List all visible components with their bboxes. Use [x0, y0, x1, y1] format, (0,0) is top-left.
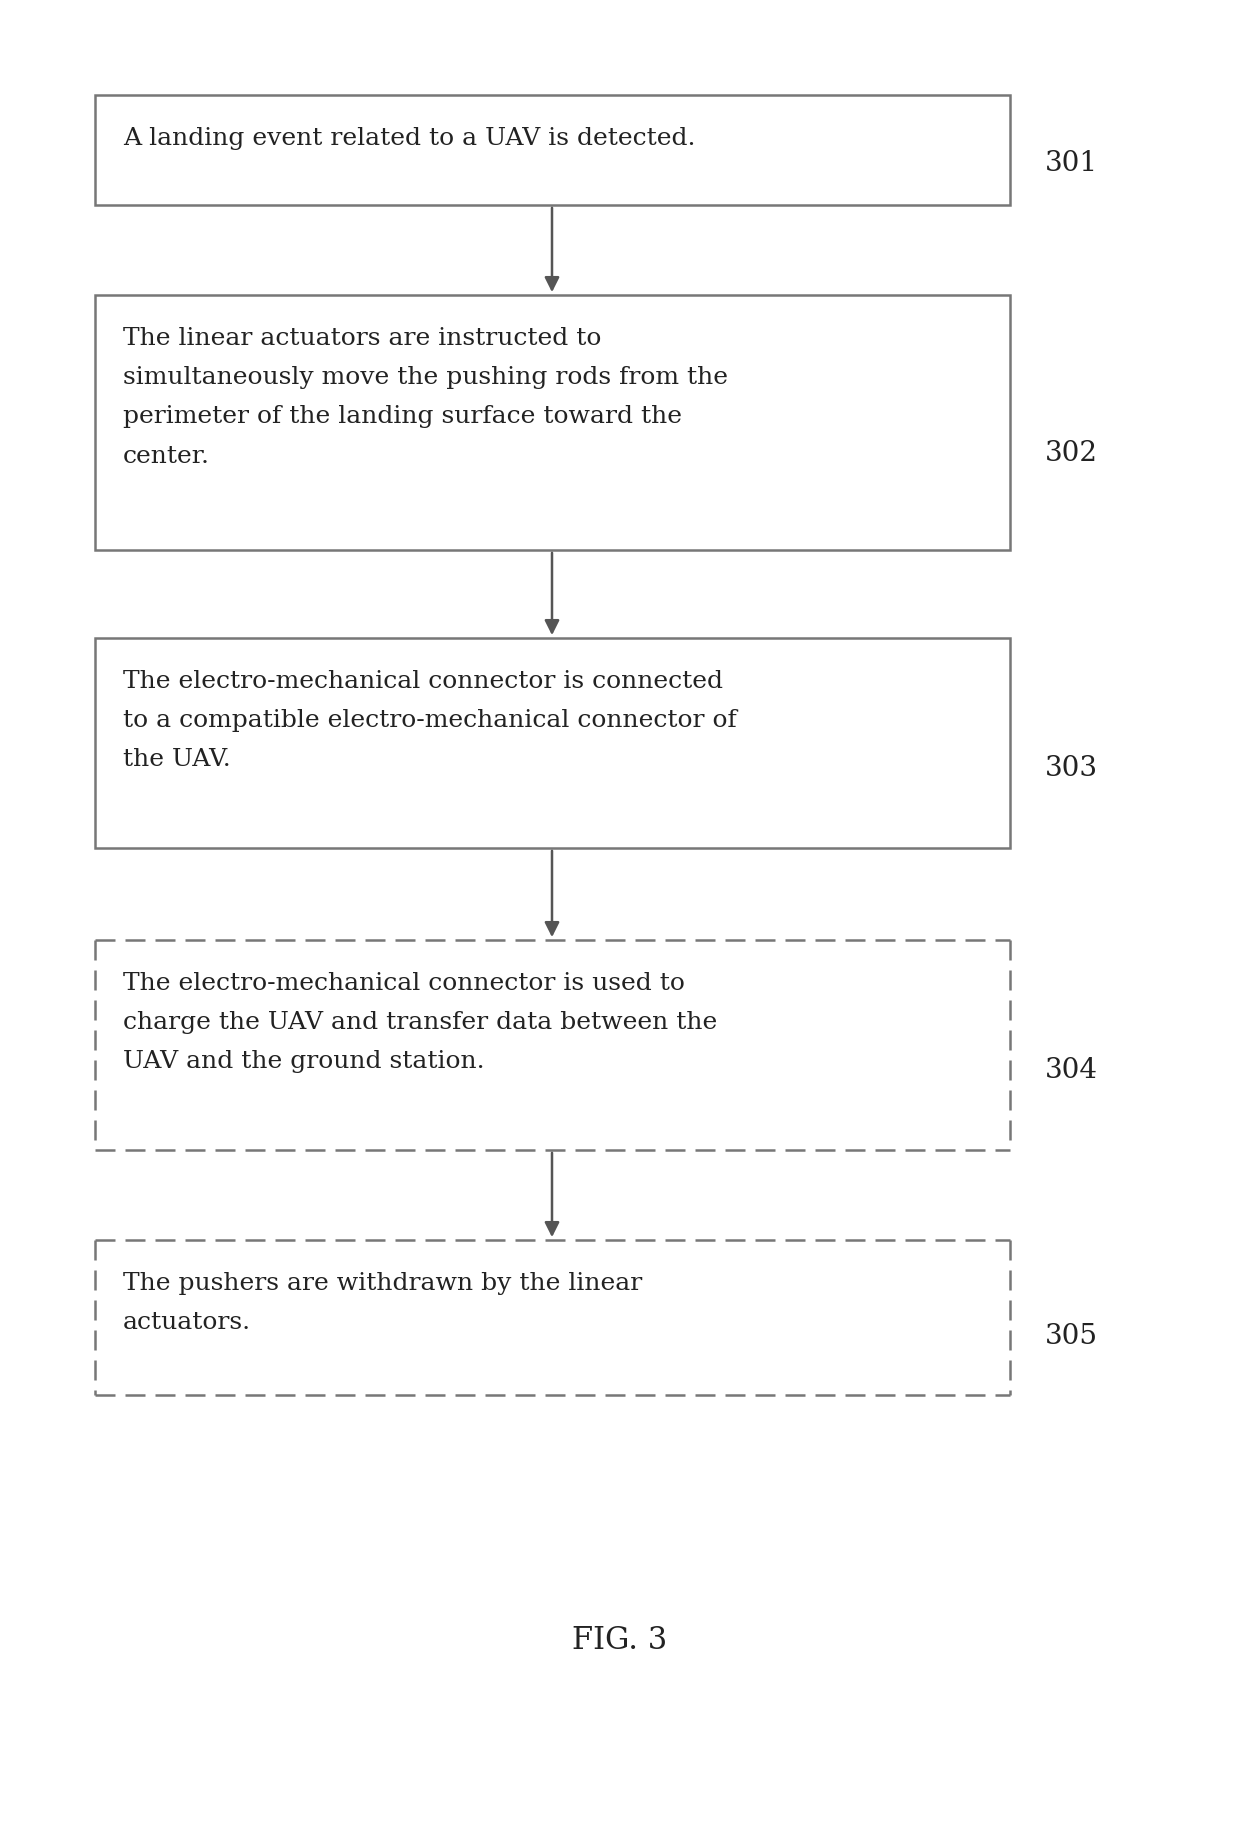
Text: 301: 301 — [1045, 149, 1099, 177]
Text: 305: 305 — [1045, 1323, 1097, 1350]
Bar — [95, 96, 1011, 204]
Text: 303: 303 — [1045, 755, 1097, 781]
Text: The electro-mechanical connector is used to
charge the UAV and transfer data bet: The electro-mechanical connector is used… — [123, 973, 717, 1074]
Text: 302: 302 — [1045, 440, 1097, 466]
Text: A landing event related to a UAV is detected.: A landing event related to a UAV is dete… — [123, 127, 696, 149]
Text: 304: 304 — [1045, 1057, 1097, 1083]
Bar — [95, 295, 1011, 551]
Text: FIG. 3: FIG. 3 — [573, 1625, 667, 1656]
Text: The linear actuators are instructed to
simultaneously move the pushing rods from: The linear actuators are instructed to s… — [123, 328, 728, 468]
Text: The pushers are withdrawn by the linear
actuators.: The pushers are withdrawn by the linear … — [123, 1273, 642, 1334]
Bar — [95, 637, 1011, 847]
Text: The electro-mechanical connector is connected
to a compatible electro-mechanical: The electro-mechanical connector is conn… — [123, 670, 737, 772]
